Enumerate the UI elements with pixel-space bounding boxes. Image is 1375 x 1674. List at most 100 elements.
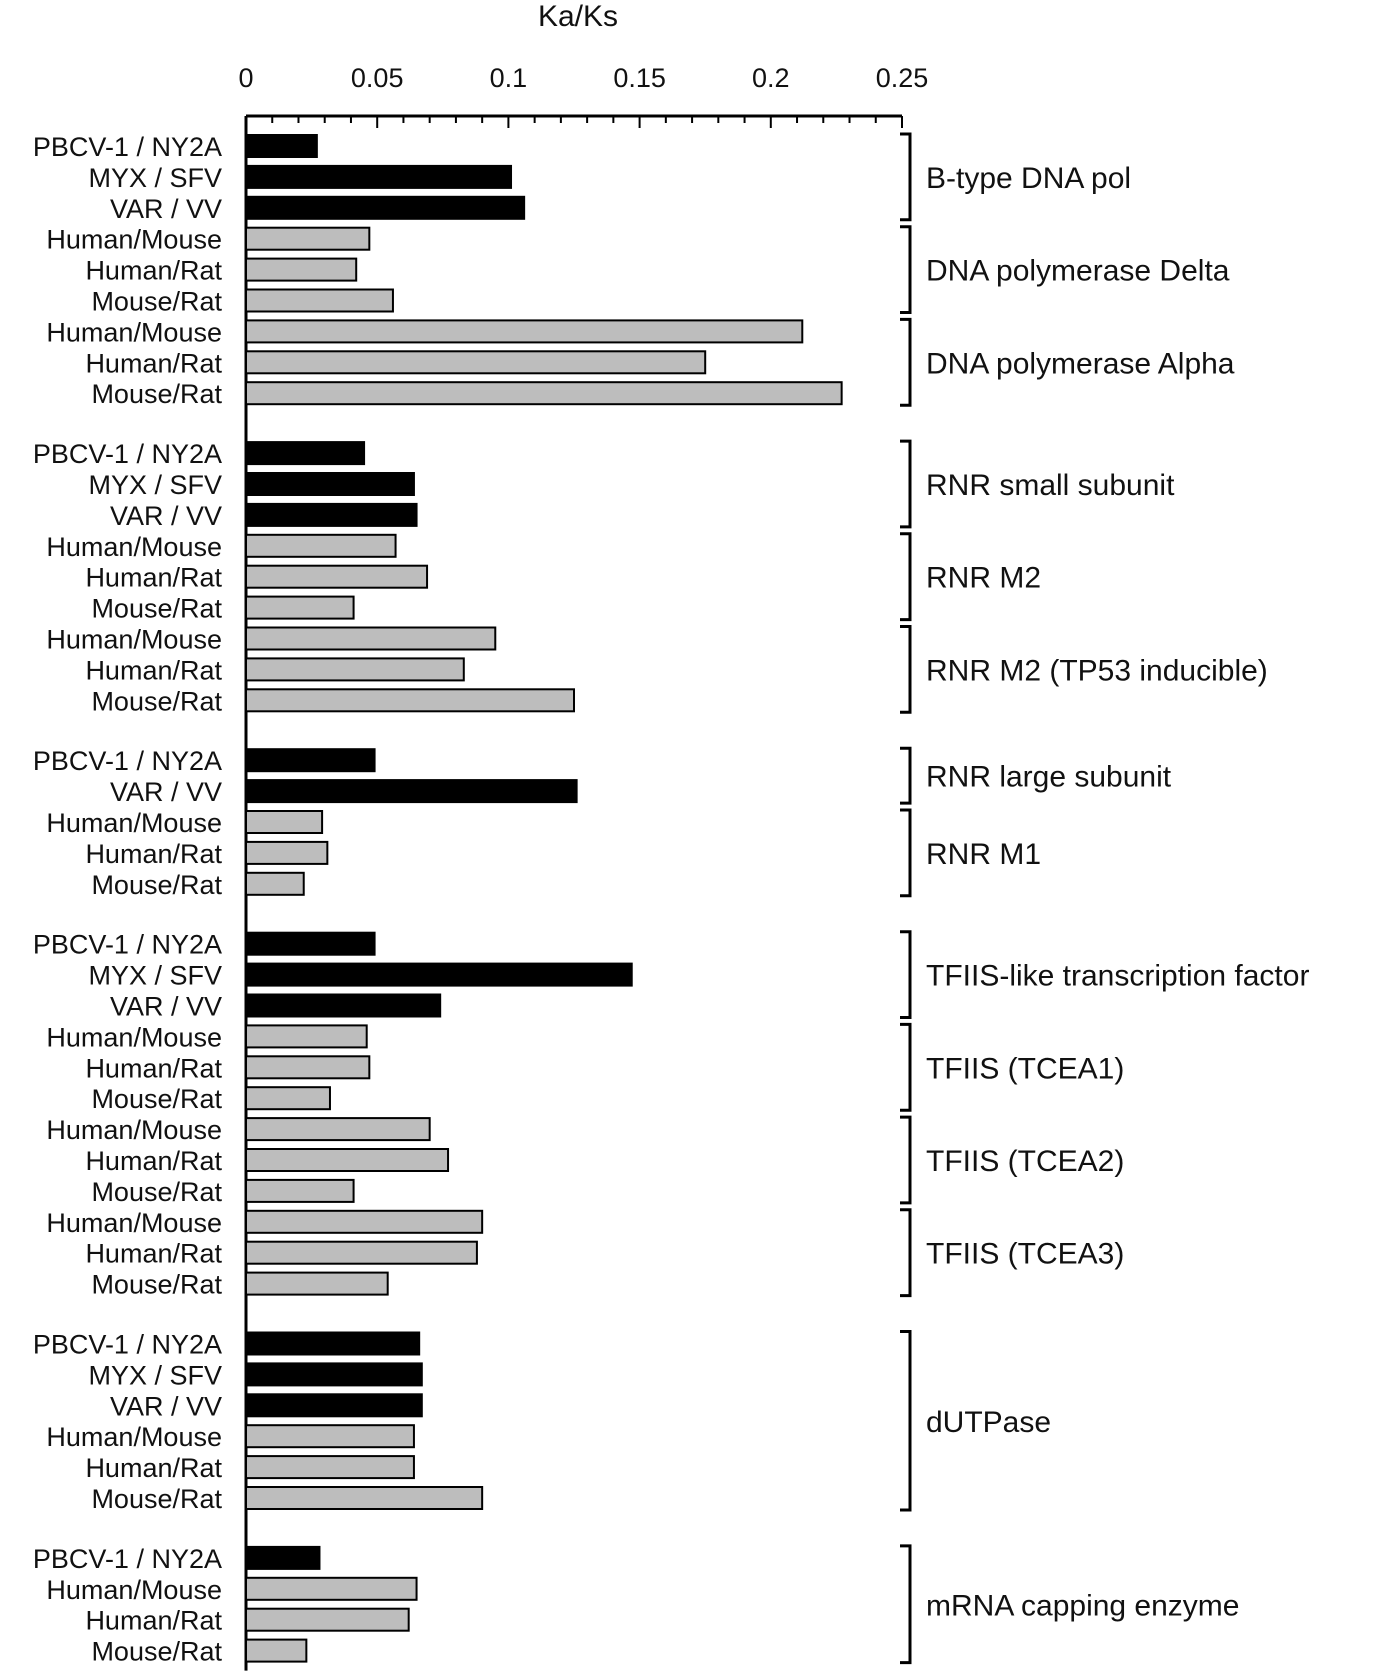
row-label: VAR / VV	[110, 1391, 222, 1421]
bar	[245, 564, 429, 589]
row-label: Human/Rat	[85, 1146, 222, 1176]
bar	[245, 931, 376, 956]
row-label: PBCV-1 / NY2A	[33, 439, 222, 469]
group-bracket	[900, 225, 912, 314]
bar	[245, 748, 376, 773]
bar	[245, 1638, 308, 1663]
row-label: Mouse/Rat	[91, 1084, 222, 1114]
x-tick-label: 0	[238, 63, 253, 93]
group-bracket	[900, 439, 912, 529]
bar	[245, 1362, 423, 1387]
bar	[245, 257, 358, 282]
bar	[245, 688, 575, 713]
group-label: DNA polymerase Delta	[926, 255, 1230, 288]
group-bracket	[900, 132, 912, 222]
row-label: VAR / VV	[110, 992, 222, 1022]
bar	[245, 164, 513, 189]
bar	[245, 1486, 484, 1510]
bar	[245, 381, 843, 406]
bar	[245, 657, 465, 682]
group-label: TFIIS (TCEA1)	[926, 1052, 1124, 1085]
row-label: Human/Rat	[85, 348, 222, 378]
bar	[245, 1117, 431, 1142]
bar	[245, 1455, 415, 1480]
x-tick-label: 0.1	[490, 63, 528, 93]
x-tick-label: 0.25	[876, 63, 929, 93]
bar	[245, 195, 526, 220]
row-label: Human/Mouse	[46, 625, 222, 655]
bar	[245, 962, 633, 987]
row-label: VAR / VV	[110, 777, 222, 807]
row-label: Mouse/Rat	[91, 1270, 222, 1300]
bar	[245, 779, 578, 804]
bar	[245, 1209, 484, 1234]
group-bracket	[900, 532, 912, 622]
group-label: RNR M2	[926, 562, 1041, 595]
bar	[245, 1178, 355, 1203]
row-label: Mouse/Rat	[91, 1177, 222, 1207]
row-label: Human/Rat	[85, 655, 222, 685]
row-label: Human/Rat	[85, 256, 222, 286]
row-label: Mouse/Rat	[91, 686, 222, 716]
group-label: DNA polymerase Alpha	[926, 347, 1235, 380]
x-axis-title: Ka/Ks	[538, 0, 618, 33]
bar	[245, 1576, 418, 1601]
bar	[245, 993, 442, 1018]
bar	[245, 1607, 410, 1632]
row-label: PBCV-1 / NY2A	[33, 930, 222, 960]
group-bracket	[900, 625, 912, 714]
group-label: mRNA capping enzyme	[926, 1589, 1239, 1622]
group-bracket	[900, 1208, 912, 1298]
row-label: Human/Rat	[85, 1453, 222, 1483]
bar	[245, 1271, 389, 1296]
row-label: Human/Mouse	[46, 317, 222, 347]
row-label: Human/Mouse	[46, 225, 222, 255]
group-label: TFIIS (TCEA2)	[926, 1145, 1124, 1178]
bar	[245, 1055, 371, 1080]
bar	[245, 1086, 331, 1111]
group-labels: B-type DNA pol DNA polymerase Delta DNA po…	[926, 162, 1309, 1622]
group-bracket	[900, 1544, 912, 1665]
x-axis: 0 0.05 0.1 0.15 0.2 0.25	[238, 63, 928, 1671]
row-label: Human/Rat	[85, 839, 222, 869]
bar	[245, 350, 707, 375]
row-label: Human/Mouse	[46, 1422, 222, 1452]
x-tick-label: 0.2	[752, 63, 790, 93]
row-label: PBCV-1 / NY2A	[33, 1330, 222, 1360]
bar	[245, 840, 329, 865]
group-bracket	[900, 1022, 912, 1112]
group-bracket	[900, 930, 912, 1019]
row-label: VAR / VV	[110, 194, 222, 224]
bar	[245, 502, 418, 527]
bar	[245, 1024, 368, 1049]
bar	[245, 595, 355, 620]
bar	[245, 134, 318, 158]
group-brackets	[900, 132, 912, 1665]
bar	[245, 1331, 421, 1356]
bar	[245, 1148, 450, 1172]
row-label: Human/Rat	[85, 1239, 222, 1269]
x-tick-label: 0.15	[613, 63, 666, 93]
row-label: Human/Mouse	[46, 1208, 222, 1238]
bar	[245, 441, 366, 466]
group-label: TFIIS-like transcription factor	[926, 960, 1309, 993]
row-label: MYX / SFV	[88, 470, 222, 500]
row-label: Mouse/Rat	[91, 1637, 222, 1667]
bar	[245, 1240, 478, 1265]
group-label: RNR M2 (TP53 inducible)	[926, 654, 1268, 687]
bar	[245, 533, 397, 558]
group-label: TFIIS (TCEA3)	[926, 1238, 1124, 1271]
group-bracket	[900, 1115, 912, 1205]
row-label: Human/Mouse	[46, 808, 222, 838]
bar	[245, 319, 804, 344]
row-label: Human/Rat	[85, 1606, 222, 1636]
row-label: Mouse/Rat	[91, 287, 222, 317]
row-label: Mouse/Rat	[91, 870, 222, 900]
bar	[245, 288, 394, 313]
group-label: RNR M1	[926, 838, 1041, 871]
row-label: Mouse/Rat	[91, 379, 222, 409]
bar	[245, 810, 324, 834]
group-bracket	[900, 746, 912, 805]
row-label: PBCV-1 / NY2A	[33, 1544, 222, 1574]
